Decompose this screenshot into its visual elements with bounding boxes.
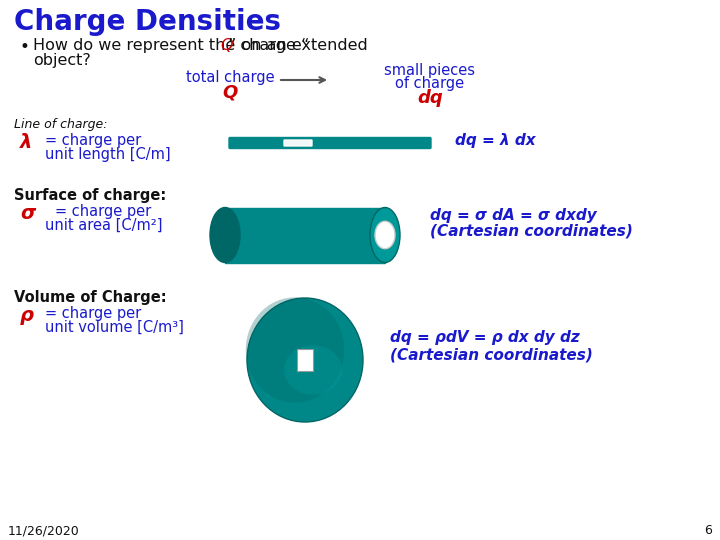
Text: unit area [C/m²]: unit area [C/m²]: [45, 218, 163, 233]
Text: Q: Q: [220, 38, 233, 53]
Ellipse shape: [246, 298, 344, 403]
FancyBboxPatch shape: [284, 140, 312, 146]
Text: object?: object?: [33, 53, 91, 68]
Text: total charge: total charge: [186, 70, 274, 85]
Text: 11/26/2020: 11/26/2020: [8, 524, 80, 537]
Ellipse shape: [284, 345, 342, 395]
Text: (Cartesian coordinates): (Cartesian coordinates): [430, 224, 633, 239]
FancyBboxPatch shape: [225, 207, 385, 262]
FancyBboxPatch shape: [297, 349, 313, 371]
Text: Line of charge:: Line of charge:: [14, 118, 107, 131]
Text: dq = σ dA = σ dxdy: dq = σ dA = σ dxdy: [430, 208, 597, 223]
Text: Volume of Charge:: Volume of Charge:: [14, 290, 166, 305]
Text: How do we represent the charge “: How do we represent the charge “: [33, 38, 310, 53]
Text: small pieces: small pieces: [384, 63, 475, 78]
Text: Q: Q: [222, 84, 238, 102]
Text: unit length [C/m]: unit length [C/m]: [45, 147, 171, 162]
Text: •: •: [20, 38, 30, 56]
Ellipse shape: [370, 207, 400, 262]
Text: 6: 6: [704, 524, 712, 537]
Text: = charge per: = charge per: [55, 204, 151, 219]
Text: ρ: ρ: [20, 306, 34, 325]
Text: = charge per: = charge per: [45, 306, 141, 321]
Text: σ: σ: [20, 204, 35, 223]
FancyBboxPatch shape: [229, 138, 431, 148]
Text: of charge: of charge: [395, 76, 464, 91]
Text: dq = ρdV = ρ dx dy dz: dq = ρdV = ρ dx dy dz: [390, 330, 580, 345]
Ellipse shape: [247, 298, 363, 422]
Text: dq = λ dx: dq = λ dx: [455, 133, 536, 148]
Text: λ: λ: [20, 133, 32, 152]
Text: Surface of charge:: Surface of charge:: [14, 188, 166, 203]
Text: (Cartesian coordinates): (Cartesian coordinates): [390, 348, 593, 363]
Ellipse shape: [375, 221, 395, 249]
Text: = charge per: = charge per: [45, 133, 141, 148]
Text: ” on an extended: ” on an extended: [228, 38, 368, 53]
Text: dq: dq: [417, 89, 443, 107]
Text: unit volume [C/m³]: unit volume [C/m³]: [45, 320, 184, 335]
Text: Charge Densities: Charge Densities: [14, 8, 281, 36]
Ellipse shape: [210, 207, 240, 262]
